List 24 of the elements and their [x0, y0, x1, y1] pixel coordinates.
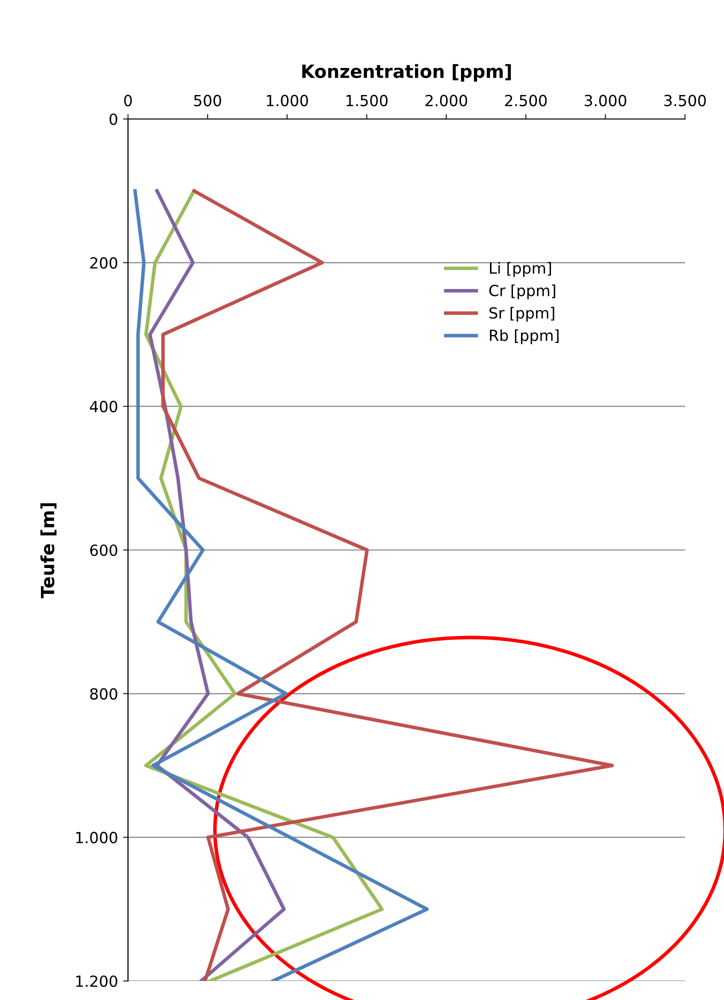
- x-tick-label: 1.500: [346, 94, 388, 106]
- x-tick-label: 1.000: [266, 94, 308, 106]
- legend-label: Cr [ppm]: [489, 284, 556, 300]
- x-axis-title: Konzentration [ppm]: [302, 64, 511, 82]
- y-tick-label: 0: [110, 113, 118, 126]
- y-tick-label: 800: [90, 688, 118, 700]
- legend-label: Rb [ppm]: [490, 329, 559, 344]
- line-series: [148, 189, 286, 981]
- line-series: [161, 189, 614, 981]
- y-tick-label: 200: [90, 257, 118, 269]
- y-tick-label: 600: [90, 544, 118, 556]
- x-tick-label: 0: [124, 94, 132, 106]
- line-series: [133, 189, 429, 981]
- y-tick-label: 1.200: [76, 975, 118, 988]
- legend-label: Sr [ppm]: [489, 306, 554, 322]
- x-tick-label: 2.000: [426, 94, 468, 106]
- x-tick-label: 3.500: [664, 94, 706, 106]
- x-tick-label: 500: [194, 94, 222, 106]
- legend-label: Li [ppm]: [490, 262, 551, 277]
- y-tick-label: 400: [90, 400, 118, 412]
- y-tick-label: 1.000: [76, 832, 118, 844]
- x-tick-label: 3.000: [584, 94, 626, 106]
- y-axis-title: Teufe [m]: [40, 503, 56, 598]
- x-tick-label: 2.500: [505, 94, 547, 106]
